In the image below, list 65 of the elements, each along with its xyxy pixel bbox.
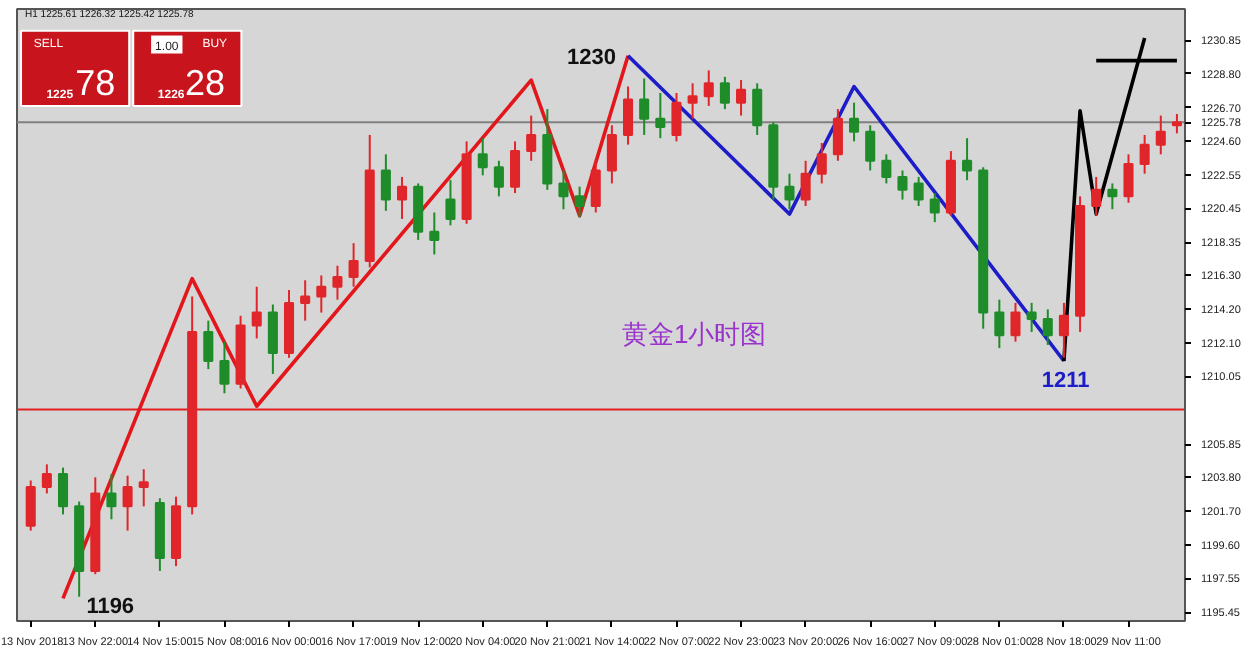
candlestick xyxy=(1155,114,1166,156)
candlestick xyxy=(590,158,601,214)
candlestick xyxy=(639,77,650,136)
candlestick xyxy=(558,169,569,211)
candlestick xyxy=(929,192,940,224)
candlestick xyxy=(881,153,892,185)
annotation: 28 xyxy=(185,62,226,103)
candlestick xyxy=(429,211,440,256)
candlestick xyxy=(574,185,585,219)
candlestick xyxy=(606,124,617,185)
annotation: 1196 xyxy=(86,594,135,619)
candlestick xyxy=(1091,175,1102,217)
candlestick xyxy=(752,82,763,136)
candlestick xyxy=(1026,301,1037,333)
candlestick xyxy=(1123,153,1134,204)
candlestick xyxy=(849,101,860,143)
annotation: 78 xyxy=(75,62,116,103)
candlestick xyxy=(203,319,214,371)
candlestick xyxy=(300,279,311,322)
candlestick xyxy=(865,124,876,172)
candlestick xyxy=(138,468,149,508)
candlestick xyxy=(784,172,795,211)
candlestick xyxy=(493,159,504,198)
candlestick xyxy=(316,274,327,314)
candlestick xyxy=(219,340,230,395)
candlestick xyxy=(1010,301,1021,343)
candlestick xyxy=(267,303,278,375)
candlestick xyxy=(736,79,747,117)
annotation: 1211 xyxy=(1041,368,1090,393)
candlestick xyxy=(380,153,391,212)
candlestick xyxy=(25,479,36,532)
candlestick xyxy=(623,85,634,146)
candlestick xyxy=(913,175,924,207)
candlestick xyxy=(703,69,714,107)
candlestick xyxy=(1139,133,1150,175)
candlestick xyxy=(994,298,1005,350)
candlestick xyxy=(1107,182,1118,211)
candlestick xyxy=(251,285,262,340)
candlestick xyxy=(41,463,52,495)
annotation: 黄金1小时图 xyxy=(622,318,767,349)
candlestick xyxy=(719,75,730,111)
candlestick xyxy=(348,242,359,288)
candlestick xyxy=(413,182,424,241)
candlestick xyxy=(332,264,343,301)
candlestick xyxy=(800,159,811,207)
candlestick xyxy=(816,142,827,185)
candlestick xyxy=(962,137,973,182)
candlestick xyxy=(526,114,537,162)
candlestick xyxy=(1171,112,1182,135)
candlestick xyxy=(671,91,682,143)
candlestick xyxy=(57,466,69,516)
candlestick xyxy=(1058,301,1069,359)
candlestick xyxy=(445,179,456,227)
line-series xyxy=(626,54,1066,363)
candlestick xyxy=(510,140,521,195)
candlestick xyxy=(477,137,488,177)
candlestick xyxy=(122,474,133,532)
candlestick xyxy=(897,169,908,201)
candlestick xyxy=(396,175,408,220)
candlestick xyxy=(687,82,698,120)
candlestick xyxy=(106,473,117,521)
candlestick xyxy=(655,91,666,140)
candlestick xyxy=(832,108,843,162)
candlestick xyxy=(1042,308,1053,346)
annotation: 1230 xyxy=(567,45,616,70)
